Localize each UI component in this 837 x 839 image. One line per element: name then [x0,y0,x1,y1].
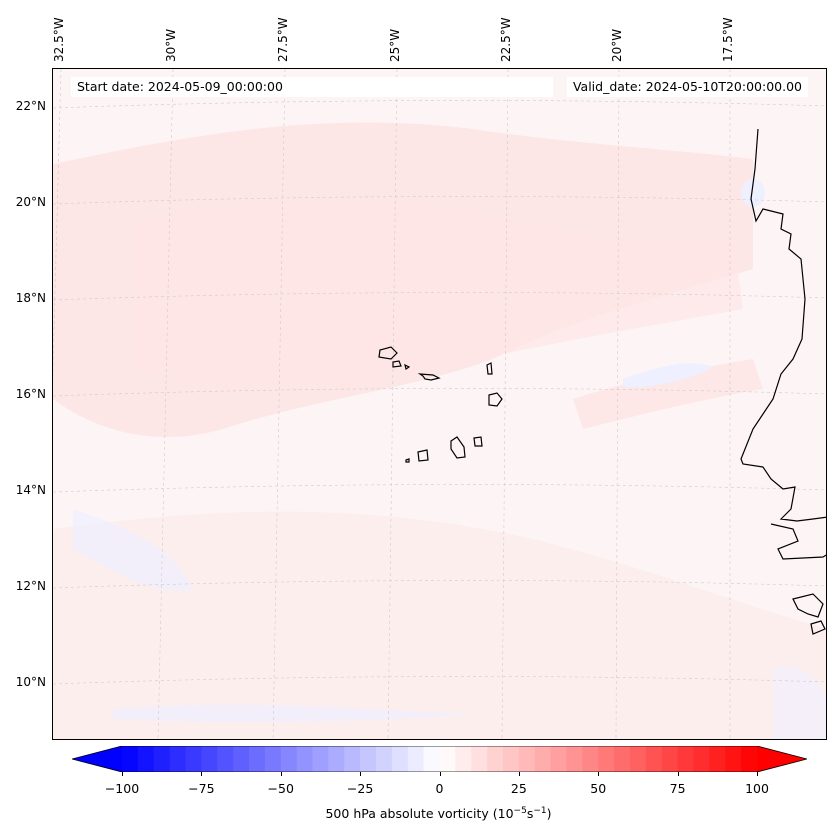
colorbar-segment [709,746,726,772]
coastline [740,128,826,635]
positive-vorticity-field [53,122,826,739]
colorbar-segment [376,746,393,772]
colorbar-segment [344,746,361,772]
colorbar-gradient [70,745,809,773]
colorbar-segment [630,746,647,772]
latitude-label: 12°N [15,579,46,593]
colorbar-segment [407,746,425,772]
colorbar-segment [312,746,329,772]
longitude-label: 25°W [388,28,402,62]
colorbar-segment [439,746,456,772]
colorbar-tick-mark [518,772,520,776]
colorbar-segment [725,746,742,772]
parallel-line [53,196,826,205]
longitude-label: 30°W [164,28,178,62]
latitude-label: 16°N [15,387,46,401]
colorbar-tick-label: −75 [188,781,215,796]
colorbar-segment [471,746,488,772]
colorbar-segment [487,746,504,772]
colorbar [70,745,809,773]
colorbar-segment [328,746,345,772]
colorbar-tick-label: 25 [510,781,527,796]
start-date-label: Start date: 2024-05-09_00:00:00 [71,77,553,97]
colorbar-segment [677,746,694,772]
colorbar-tick-label: 100 [745,781,769,796]
colorbar-max-extension [757,746,807,772]
longitude-label: 20°W [610,28,624,62]
colorbar-segment [153,746,171,772]
colorbar-segment [534,746,552,772]
colorbar-segment [169,746,186,772]
meridian-line [501,69,509,739]
colorbar-tick-label: 50 [590,781,607,796]
parallel-line [53,388,826,397]
negative-vorticity-field [73,179,826,739]
colorbar-segment [217,746,234,772]
colorbar-tick-label: −50 [267,781,294,796]
latitude-label: 20°N [15,195,46,209]
colorbar-tick-mark [598,772,600,776]
colorbar-tick-mark [201,772,203,776]
colorbar-tick-mark [122,772,123,776]
parallel-line [53,484,826,493]
colorbar-segment [185,746,202,772]
colorbar-tick-label: 0 [435,781,444,796]
colorbar-segment [566,746,583,772]
latitude-label: 18°N [15,291,46,305]
longitude-label: 17.5°W [721,17,735,62]
colorbar-segment [550,746,567,772]
colorbar-segment [741,746,758,772]
colorbar-tick-mark [280,772,282,776]
latitude-label: 14°N [15,483,46,497]
meridian-line [272,69,286,739]
meridian-line [157,69,174,739]
longitude-label: 22.5°W [499,17,513,62]
vorticity-map [53,69,826,739]
colorbar-tick-label: −100 [104,781,140,796]
colorbar-tick-mark [439,772,441,776]
latitude-label: 10°N [15,675,46,689]
parallel-line [53,100,826,109]
colorbar-segment [391,746,409,772]
colorbar-tick-mark [757,772,758,776]
colorbar-segment [296,746,313,772]
colorbar-segment [582,746,599,772]
colorbar-segment [661,746,679,772]
longitude-label: 27.5°W [276,17,290,62]
colorbar-segment [518,746,536,772]
colorbar-tick-mark [677,772,679,776]
colorbar-segment [280,746,298,772]
colorbar-segment [455,746,472,772]
colorbar-tick-label: −25 [346,781,374,796]
valid-date-label: Valid_date: 2024-05-10T20:00:00.00 [566,77,808,97]
meridian-line [615,69,620,739]
colorbar-segment [137,746,155,772]
colorbar-segment [249,746,266,772]
colorbar-segment [645,746,663,772]
longitude-label: 32.5°W [52,17,66,62]
map-graticule [53,69,826,739]
latitude-label: 22°N [15,99,46,113]
colorbar-segment [423,746,440,772]
colorbar-segment [201,746,218,772]
colorbar-segment [264,746,282,772]
colorbar-label: 500 hPa absolute vorticity (10−5s−1) [325,806,552,822]
colorbar-segment [503,746,520,772]
colorbar-segment [693,746,710,772]
meridian-line [387,69,398,739]
colorbar-segment [614,746,631,772]
parallel-line [53,676,826,685]
colorbar-tick-label: 75 [669,781,686,796]
parallel-line [53,580,826,589]
colorbar-segment [598,746,615,772]
cape-verde-islands [378,346,503,463]
parallel-line [53,292,826,301]
map-panel: Start date: 2024-05-09_00:00:00 Valid_da… [52,68,827,740]
colorbar-segment [360,746,377,772]
colorbar-min-extension [72,746,122,772]
colorbar-segment [122,746,139,772]
colorbar-tick-mark [360,772,362,776]
colorbar-segment [233,746,250,772]
